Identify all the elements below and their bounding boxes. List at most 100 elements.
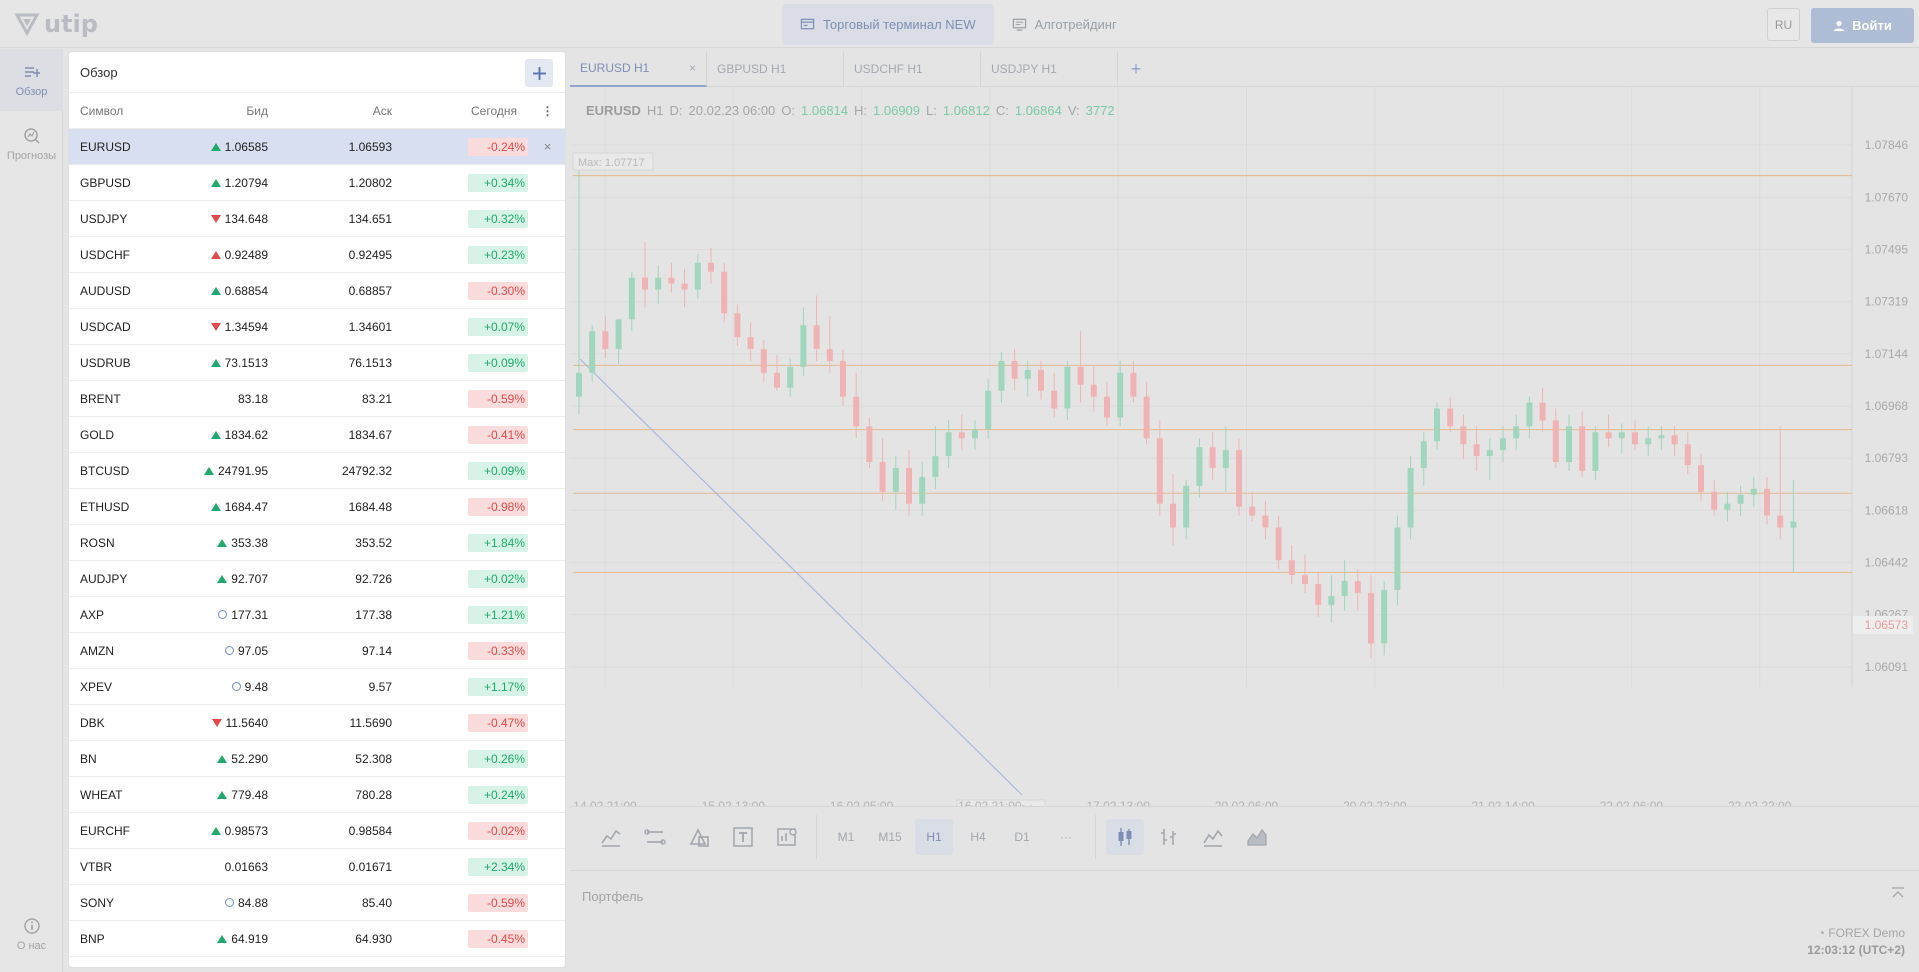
lines-button[interactable] — [636, 819, 674, 855]
price-chart[interactable]: 1.07846 1.07670 1.07495 1.07319 1.07144 1.069… — [570, 87, 1919, 806]
chart-tab[interactable]: EURUSD H1 × — [570, 51, 707, 87]
bid-value: 1.06585 — [224, 139, 268, 154]
bid-value: 92.707 — [231, 571, 268, 586]
row-symbol: BRENT — [80, 391, 121, 406]
price-up-icon — [217, 934, 228, 943]
drawing-tools — [582, 814, 817, 859]
col-ask[interactable]: Аск — [372, 103, 392, 118]
candle — [747, 337, 754, 350]
ohlc-low-label: L: — [926, 103, 937, 118]
candle — [1764, 488, 1770, 516]
tab-trading-terminal[interactable]: Торговый терминал NEW — [782, 4, 994, 45]
row-bid: 779.48 — [167, 788, 279, 802]
watchlist-row[interactable]: BRENT 83.18 83.21 -0.59% — [69, 381, 565, 417]
candle — [1711, 491, 1718, 510]
watchlist-row[interactable]: VTBR 0.01663 0.01671 +2.34% — [69, 849, 565, 885]
rail-item-overview[interactable]: Обзор — [0, 49, 63, 111]
watchlist-row[interactable]: BTCUSD 24791.95 24792.32 +0.09% — [69, 453, 565, 489]
watchlist-row[interactable]: AMZN 97.05 97.14 -0.33% — [69, 633, 565, 669]
price-up-icon — [217, 574, 228, 583]
chart-tab-label: USDCHF H1 — [854, 62, 923, 76]
chart-settings-button[interactable] — [768, 819, 806, 855]
candle — [840, 360, 846, 397]
language-selector[interactable]: RU — [1767, 8, 1800, 41]
row-change: -0.59% — [403, 389, 528, 408]
col-bid[interactable]: Бид — [246, 103, 268, 118]
rail-item-about[interactable]: О нас — [0, 917, 63, 967]
row-symbol: AXP — [80, 607, 105, 622]
candle — [919, 476, 926, 504]
remove-row-icon[interactable]: × — [543, 139, 552, 154]
watchlist-row[interactable]: WHEAT 779.48 780.28 +0.24% — [69, 777, 565, 813]
candles-chart-button[interactable] — [1106, 818, 1144, 855]
watchlist-row[interactable]: AXP 177.31 177.38 +1.21% — [69, 597, 565, 633]
timeframe-button[interactable]: H4 — [970, 829, 986, 844]
close-icon[interactable]: × — [688, 61, 696, 75]
expand-icon[interactable] — [1889, 885, 1907, 903]
shapes-button[interactable] — [680, 819, 718, 855]
change-badge: +1.84% — [468, 533, 528, 552]
candle — [1249, 506, 1256, 516]
rail-item-forecasts[interactable]: Прогнозы — [0, 127, 63, 177]
price-up-icon — [210, 430, 221, 439]
logo[interactable]: utip — [14, 10, 98, 38]
watchlist-row[interactable]: BNP 64.919 64.930 -0.45% — [69, 921, 565, 957]
y-tick-label: 1.07495 — [1865, 242, 1909, 256]
timeframe-button[interactable]: M15 — [878, 829, 902, 844]
watchlist-row[interactable]: XPEV 9.48 9.57 +1.17% — [69, 669, 565, 705]
row-ask: 97.14 — [361, 643, 392, 658]
chart-tab[interactable]: USDJPY H1 — [981, 51, 1118, 87]
col-symbol[interactable]: Символ — [80, 103, 124, 118]
ohlc-close: 1.06864 — [1014, 103, 1062, 118]
columns-menu-icon[interactable]: ⋮ — [541, 103, 554, 118]
area-chart-button[interactable] — [1238, 819, 1276, 855]
watchlist-row[interactable]: ROSN 353.38 353.52 +1.84% — [69, 525, 565, 561]
watchlist-row[interactable]: ETHUSD 1684.47 1684.48 -0.98% — [69, 489, 565, 525]
row-ask: 52.308 — [355, 751, 392, 766]
x-tick-label: 16.02 21:00 — [958, 799, 1022, 806]
chart-tab[interactable]: GBPUSD H1 — [707, 51, 844, 87]
watchlist-row[interactable]: GBPUSD 1.20794 1.20802 +0.34% — [69, 165, 565, 201]
col-today[interactable]: Сегодня — [471, 103, 517, 118]
watchlist-row[interactable]: BN 52.290 52.308 +0.26% — [69, 741, 565, 777]
text-tool-button[interactable] — [724, 819, 762, 855]
watchlist-row[interactable]: AUDUSD 0.68854 0.68857 -0.30% — [69, 273, 565, 309]
candle — [1684, 444, 1691, 466]
ohlc-date-label: D: — [669, 103, 683, 118]
line-chart-button[interactable] — [1194, 819, 1232, 855]
candle — [879, 462, 886, 492]
candle — [1170, 503, 1176, 528]
watchlist-row[interactable]: USDCHF 0.92489 0.92495 +0.23% — [69, 237, 565, 273]
watchlist-row[interactable]: DBK 11.5640 11.5690 -0.47% — [69, 705, 565, 741]
watchlist-row[interactable]: EURCHF 0.98573 0.98584 -0.02% — [69, 813, 565, 849]
chart-settings-icon — [777, 827, 797, 846]
add-symbol-button[interactable] — [525, 59, 553, 87]
chart-tab[interactable]: USDCHF H1 — [844, 51, 981, 87]
watchlist-row[interactable]: USDJPY 134.648 134.651 +0.32% — [69, 201, 565, 237]
watchlist-row[interactable]: USDCAD 1.34594 1.34601 +0.07% — [69, 309, 565, 345]
min-label-box — [956, 799, 1046, 806]
bid-value: 0.01663 — [224, 859, 268, 874]
logo-text: utip — [44, 10, 98, 38]
bars-chart-button[interactable] — [1150, 819, 1188, 855]
watchlist-row[interactable]: GOLD 1834.62 1834.67 -0.41% — [69, 417, 565, 453]
x-tick-label: 20.02 06:00 — [1215, 799, 1279, 806]
timeframe-button[interactable]: M1 — [837, 829, 855, 844]
row-symbol: AUDUSD — [80, 283, 131, 298]
add-chart-tab-button[interactable]: + — [1130, 58, 1142, 79]
indicators-icon — [601, 829, 621, 847]
watchlist-row[interactable]: USDRUB 73.1513 76.1513 +0.09% — [69, 345, 565, 381]
timeframe-button[interactable]: H1 — [915, 818, 953, 855]
tab-algotrading[interactable]: Алготрейдинг — [994, 4, 1135, 45]
chart-tab-label: USDJPY H1 — [991, 62, 1057, 76]
timeframe-button[interactable]: ··· — [1060, 829, 1072, 844]
ohlc-open: 1.06814 — [801, 103, 849, 118]
watchlist-row[interactable]: EURUSD 1.06585 1.06593 -0.24% × — [69, 129, 565, 165]
login-button[interactable]: Войти — [1811, 8, 1914, 43]
timeframe-button[interactable]: D1 — [1014, 829, 1030, 844]
change-badge: +0.26% — [468, 749, 528, 768]
watchlist-row[interactable]: SONY 84.88 85.40 -0.59% — [69, 885, 565, 921]
watchlist-row[interactable]: AUDJPY 92.707 92.726 +0.02% — [69, 561, 565, 597]
indicators-button[interactable] — [592, 819, 630, 855]
row-ask: 9.57 — [368, 679, 392, 694]
